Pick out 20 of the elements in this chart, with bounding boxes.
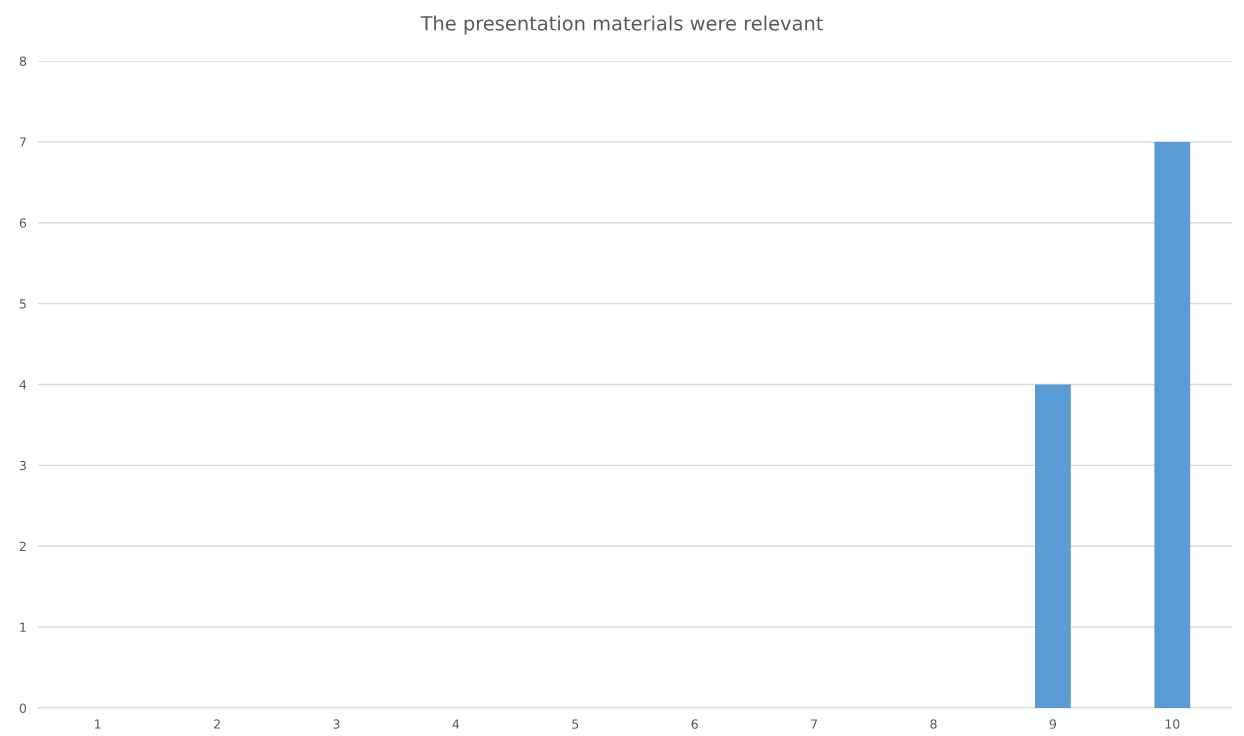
x-tick-label: 6: [691, 719, 698, 729]
y-tick-label: 5: [19, 299, 26, 309]
y-tick-label: 8: [19, 56, 27, 66]
y-tick-label: 2: [19, 541, 26, 551]
x-tick-label: 5: [572, 719, 579, 729]
y-tick-label: 6: [19, 218, 27, 228]
x-tick-label: 1: [95, 719, 101, 729]
x-tick-label: 2: [214, 719, 220, 729]
chart-title: The presentation materials were relevant: [420, 15, 823, 35]
x-tick-label: 7: [811, 719, 818, 729]
x-tick-label: 10: [1165, 719, 1180, 729]
y-tick-label: 0: [19, 703, 27, 713]
y-tick-label: 4: [19, 380, 27, 390]
y-tick-label: 7: [19, 137, 26, 147]
x-tick-label: 3: [333, 719, 340, 729]
x-tick-label: 8: [930, 719, 937, 729]
y-tick-label: 1: [20, 622, 26, 632]
y-tick-label: 3: [19, 460, 26, 471]
x-tick-label: 9: [1049, 719, 1056, 729]
x-tick-label: 4: [452, 719, 460, 729]
